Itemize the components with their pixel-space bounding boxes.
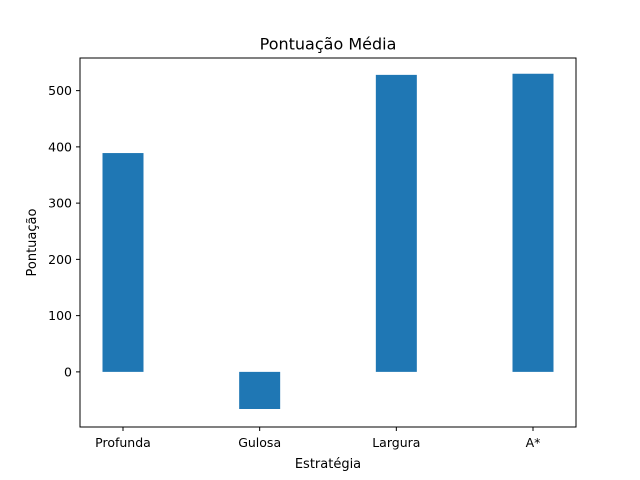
y-tick-label-5: 500 xyxy=(48,83,72,98)
bar-2 xyxy=(375,74,417,372)
y-axis-label: Pontuação xyxy=(25,208,40,276)
y-tick-label-2: 200 xyxy=(48,252,72,267)
x-tick-label-1: Gulosa xyxy=(238,435,281,450)
y-axis-ticks: 0 100 200 300 400 500 xyxy=(48,83,80,379)
plot-frame xyxy=(79,57,577,428)
y-tick-label-0: 0 xyxy=(64,364,72,379)
bar-0 xyxy=(102,153,144,372)
x-axis-ticks: Profunda Gulosa Largura A* xyxy=(95,427,540,450)
x-tick-label-3: A* xyxy=(526,435,541,450)
x-tick-label-2: Largura xyxy=(372,435,420,450)
x-tick-label-0: Profunda xyxy=(95,435,151,450)
y-tick-label-3: 300 xyxy=(48,196,72,211)
x-axis-label: Estratégia xyxy=(295,457,361,472)
bars-group xyxy=(102,73,554,409)
y-tick-label-1: 100 xyxy=(48,308,72,323)
bar-3 xyxy=(512,73,554,372)
chart-title: Pontuação Média xyxy=(260,35,397,54)
bar-1 xyxy=(239,371,281,409)
y-tick-label-4: 400 xyxy=(48,139,72,154)
